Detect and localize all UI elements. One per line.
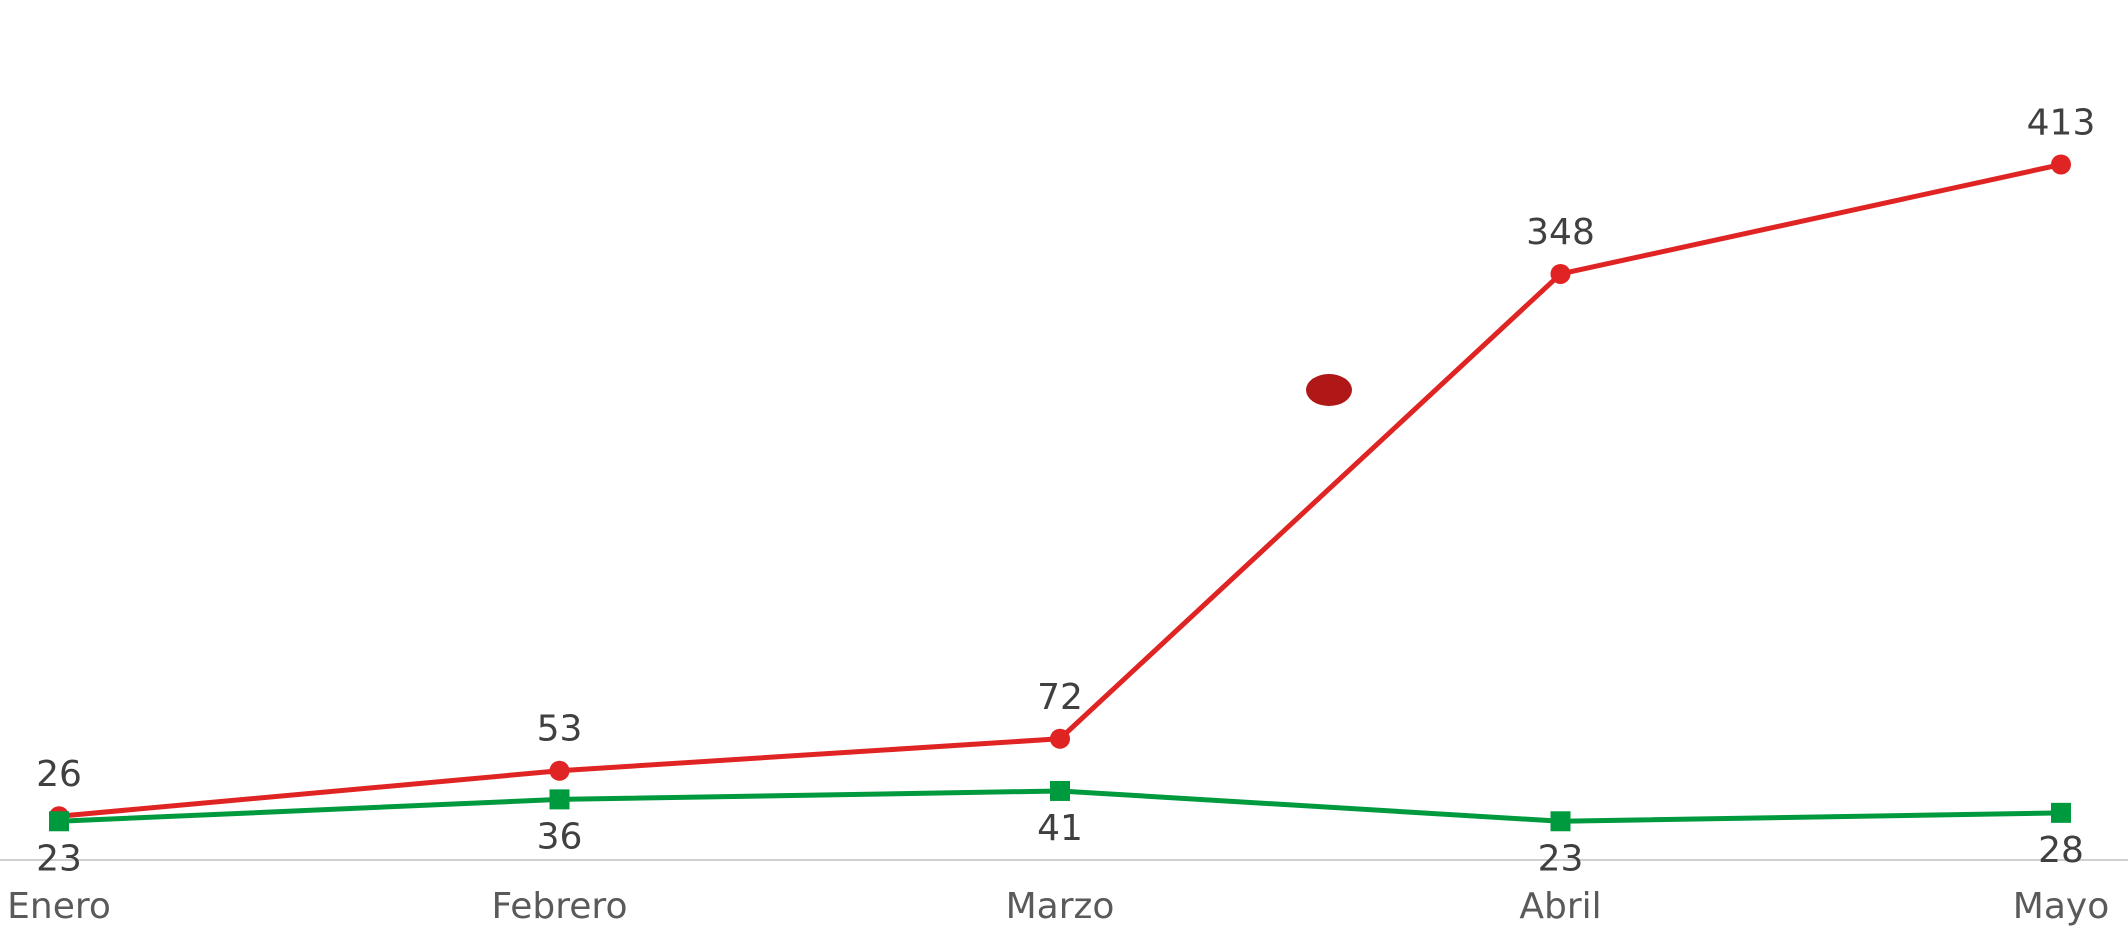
data-label: 26	[36, 754, 82, 795]
data-label: 36	[537, 816, 583, 857]
data-label: 413	[2027, 103, 2096, 144]
series-2: 23 36 41 23 28	[36, 780, 2084, 879]
data-label: 41	[1037, 808, 1083, 849]
series-1: 26 53 72 348 413	[36, 103, 2095, 827]
data-label: 28	[2038, 830, 2084, 871]
data-label: 23	[36, 838, 82, 879]
series-layer: 26 53 72 348 413 23 36 41 23 28	[36, 103, 2095, 880]
data-point-marker	[2051, 802, 2071, 823]
data-point-marker	[2051, 154, 2071, 175]
x-tick-label: Marzo	[1006, 886, 1115, 927]
x-tick-labels: Enero Febrero Marzo Abril Mayo	[7, 886, 2109, 927]
annotation-ellipse-marker	[1306, 374, 1352, 406]
x-tick-label: Mayo	[2013, 886, 2109, 927]
data-point-marker	[1550, 263, 1571, 284]
x-tick-label: Enero	[7, 886, 111, 927]
annotation-layer	[1306, 374, 1352, 406]
data-label: 72	[1037, 677, 1083, 718]
data-label: 348	[1526, 212, 1595, 253]
x-tick-label: Abril	[1519, 886, 1601, 927]
data-point-marker	[49, 811, 69, 832]
data-point-marker	[1050, 728, 1070, 749]
series-line	[56, 162, 2064, 819]
data-point-marker	[1050, 780, 1070, 801]
data-point-marker	[549, 760, 570, 781]
data-point-marker	[549, 789, 570, 810]
data-label: 23	[1538, 838, 1584, 879]
data-point-marker	[1550, 811, 1571, 832]
data-label: 53	[537, 709, 583, 750]
x-tick-label: Febrero	[492, 886, 628, 927]
